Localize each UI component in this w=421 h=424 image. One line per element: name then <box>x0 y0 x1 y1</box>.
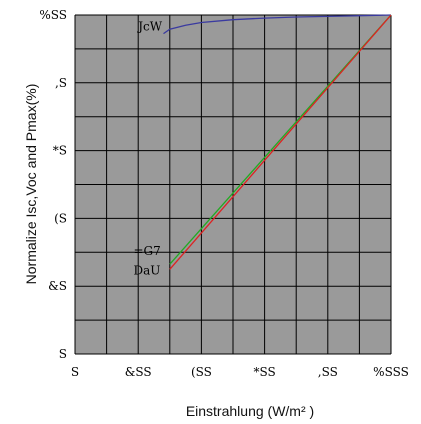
y-tick-label: S <box>59 347 67 361</box>
y-tick-label: *S <box>53 144 67 158</box>
x-tick-label: ,SS <box>318 365 338 379</box>
y-tick-label: &S <box>48 279 67 293</box>
y-tick-label: ,S <box>55 76 67 90</box>
x-tick-label: (SS <box>191 365 212 379</box>
series-lines <box>163 14 392 270</box>
x-tick-label: *SS <box>253 365 275 379</box>
grid <box>74 14 392 355</box>
y-tick-label: %SS <box>39 8 67 22</box>
series-label-jcw: JcW <box>136 19 163 33</box>
x-axis-title: Einstrahlung (W/m² ) <box>186 403 314 419</box>
y-axis-title: Normalize Isc,Voc and Pmax(%) <box>23 84 39 285</box>
x-tick-labels: S &SS (SS *SS ,SS %SSS <box>71 365 409 379</box>
series-label-dau: DaU <box>133 264 160 278</box>
series-line-dau <box>169 14 392 270</box>
y-tick-labels: S&S (S *S ,S %SS <box>39 8 67 361</box>
x-tick-label: &SS <box>125 365 152 379</box>
x-tick-label: S <box>71 365 79 379</box>
y-tick-label: (S <box>54 211 67 225</box>
series-label-g7: =G7 <box>133 244 160 258</box>
series-labels: JcW =G7 DaU <box>133 19 162 277</box>
x-tick-label: %SSS <box>373 365 409 379</box>
series-line-jcw <box>163 14 392 35</box>
